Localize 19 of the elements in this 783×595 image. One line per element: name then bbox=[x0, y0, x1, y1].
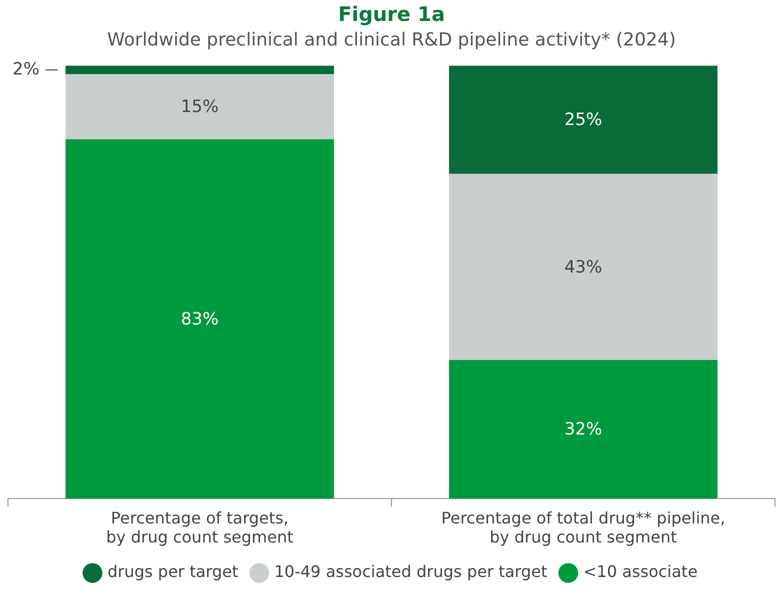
x-tick-label: Percentage of total drug** pipeline, by drug count segment bbox=[441, 508, 726, 547]
data-label: 43% bbox=[564, 257, 602, 278]
x-tick-label: Percentage of targets, by drug count segment bbox=[106, 508, 294, 547]
legend-label: <10 associate bbox=[583, 562, 698, 582]
data-label: 15% bbox=[180, 97, 219, 118]
legend-label: 10-49 associated drugs per target bbox=[274, 562, 548, 582]
bar bbox=[449, 174, 718, 360]
data-label: 83% bbox=[180, 309, 219, 330]
bar bbox=[66, 66, 334, 74]
bar bbox=[449, 66, 718, 174]
chart-subtitle: Worldwide preclinical and clinical R&D pipeline activity* (2024) bbox=[107, 29, 676, 50]
bar bbox=[449, 360, 718, 499]
data-label: 2% bbox=[12, 59, 40, 80]
legend-label: drugs per target bbox=[107, 562, 238, 582]
data-label: 25% bbox=[564, 110, 602, 130]
chart-title: Figure 1a bbox=[338, 2, 445, 26]
bar bbox=[66, 139, 334, 499]
data-label: 32% bbox=[564, 420, 602, 440]
bar bbox=[66, 74, 334, 140]
